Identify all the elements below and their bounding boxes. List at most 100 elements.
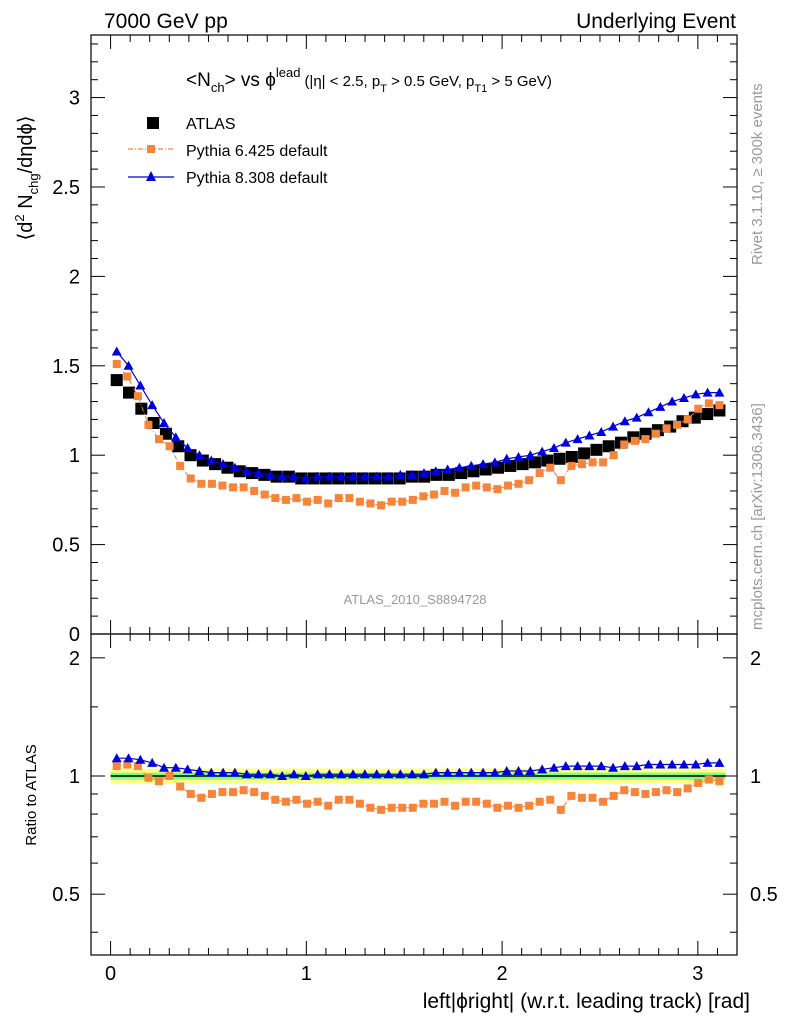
pythia6-data-point bbox=[345, 494, 354, 503]
ratio-pythia6-point bbox=[525, 801, 534, 810]
legend-label-pythia8: Pythia 8.308 default bbox=[186, 170, 328, 187]
legend: ATLAS Pythia 6.425 default Pythia 8.308 … bbox=[128, 116, 328, 187]
pythia6-data-point bbox=[461, 483, 470, 492]
ratio-pythia8-point bbox=[265, 769, 276, 779]
pythia6-data-point bbox=[366, 499, 375, 508]
pythia6-data-point bbox=[451, 488, 460, 497]
pythia6-data-point bbox=[186, 474, 195, 483]
main-y-tick-label: 0 bbox=[69, 624, 80, 646]
ratio-pythia6-point bbox=[355, 799, 364, 808]
ratio-pythia8-point bbox=[714, 757, 725, 767]
ratio-pythia8-point bbox=[501, 765, 512, 775]
pythia6-data-point bbox=[334, 494, 343, 503]
pythia8-data-point bbox=[336, 471, 347, 481]
pythia8-data-point bbox=[714, 387, 725, 397]
pythia8-data-point bbox=[619, 416, 630, 426]
header-left-label: 7000 GeV pp bbox=[104, 10, 228, 33]
pythia6-data-point bbox=[630, 436, 639, 445]
pythia8-data-point bbox=[312, 471, 323, 481]
ratio-pythia8-point bbox=[478, 767, 489, 777]
legend-marker-pythia6 bbox=[147, 145, 155, 153]
pythia6-data-point bbox=[176, 461, 185, 470]
ratio-pythia6-point bbox=[281, 797, 290, 806]
ratio-pythia6-point bbox=[398, 803, 407, 812]
pythia8-data-point bbox=[513, 451, 524, 461]
pythia6-data-point bbox=[281, 495, 290, 504]
ratio-y-tick-label-right: 2 bbox=[750, 648, 761, 670]
main-panel: 0 0.5 1 1.5 2 2.5 3 bbox=[52, 34, 738, 646]
pythia8-data-point bbox=[489, 457, 500, 467]
analysis-watermark: ATLAS_2010_S8894728 bbox=[344, 592, 487, 607]
legend-label-atlas: ATLAS bbox=[186, 116, 236, 133]
pythia6-data-point bbox=[704, 399, 713, 408]
pythia8-data-point bbox=[548, 443, 559, 453]
pythia6-data-point bbox=[260, 490, 269, 499]
ratio-pythia8-point bbox=[348, 769, 359, 779]
ratio-pythia8-point bbox=[253, 769, 264, 779]
ratio-pythia8-point bbox=[383, 769, 394, 779]
ratio-pythia8-point bbox=[418, 769, 429, 779]
ratio-y-tick-label: 1 bbox=[69, 766, 80, 788]
ratio-pythia6-point bbox=[260, 791, 269, 800]
ratio-pythia6-point bbox=[440, 797, 449, 806]
atlas-data-point bbox=[701, 408, 714, 421]
pythia6-data-point bbox=[165, 442, 174, 451]
ratio-pythia6-point bbox=[377, 805, 386, 814]
pythia6-data-point bbox=[133, 392, 142, 401]
pythia6-data-point bbox=[239, 483, 248, 492]
pythia6-data-point bbox=[493, 485, 502, 494]
pythia6-data-point bbox=[641, 435, 650, 444]
ratio-pythia6-point bbox=[673, 788, 682, 797]
main-title: <Nch> vs ϕlead(|η| < 2.5, pT > 0.5 GeV, … bbox=[186, 65, 552, 95]
ratio-band-layer bbox=[110, 768, 726, 784]
ratio-pythia8-point bbox=[454, 767, 465, 777]
pythia8-data-point bbox=[324, 471, 335, 481]
ratio-pythia8-point bbox=[206, 767, 217, 777]
ratio-pythia8-point bbox=[525, 765, 536, 775]
pythia8-data-point bbox=[300, 473, 311, 483]
ratio-pythia8-point bbox=[690, 759, 701, 769]
ratio-pythia6-point bbox=[334, 795, 343, 804]
pythia6-data-point bbox=[567, 461, 576, 470]
pythia8-data-point bbox=[690, 389, 701, 399]
ratio-pythia8-point bbox=[442, 767, 453, 777]
pythia6-data-point bbox=[155, 435, 164, 444]
ratio-y-tick-label-right: 1 bbox=[750, 766, 761, 788]
ratio-pythia8-point bbox=[229, 767, 240, 777]
atlas-data-point bbox=[516, 458, 529, 471]
pythia8-data-point bbox=[170, 432, 181, 442]
pythia8-data-point bbox=[383, 471, 394, 481]
ratio-pythia6-point bbox=[419, 799, 428, 808]
pythia8-data-point bbox=[430, 466, 441, 476]
pythia8-data-point bbox=[454, 462, 465, 472]
atlas-data-point bbox=[172, 440, 185, 453]
ratio-pythia8-point bbox=[241, 769, 252, 779]
ratio-pythia6-point bbox=[704, 775, 713, 784]
ratio-pythia6-point bbox=[133, 762, 142, 771]
ratio-pythia8-point bbox=[466, 767, 477, 777]
ratio-pythia6-point bbox=[250, 788, 259, 797]
pythia6-data-point bbox=[197, 479, 206, 488]
ratio-pythia8-point bbox=[489, 767, 500, 777]
pythia6-data-point bbox=[250, 486, 259, 495]
ratio-pythia8-point bbox=[158, 762, 169, 772]
atlas-data-point bbox=[590, 443, 603, 456]
ratio-pythia8-point bbox=[288, 769, 299, 779]
pythia8-data-point bbox=[667, 396, 678, 406]
pythia6-data-point bbox=[271, 494, 280, 503]
ratio-pythia6-point bbox=[546, 795, 555, 804]
ratio-pythia6-point bbox=[651, 788, 660, 797]
pythia8-data-point bbox=[158, 418, 169, 428]
pythia6-data-point bbox=[715, 401, 724, 410]
pythia6-data-point bbox=[355, 497, 364, 506]
pythia8-line bbox=[116, 351, 720, 480]
pythia6-data-point bbox=[324, 499, 333, 508]
ratio-pythia6-point bbox=[514, 803, 523, 812]
main-y-tick-label: 3 bbox=[69, 88, 80, 110]
legend-marker-pythia8 bbox=[146, 171, 156, 181]
ratio-pythia8-point bbox=[560, 761, 571, 771]
ratio-pythia8-point bbox=[371, 769, 382, 779]
pythia8-data-point bbox=[135, 380, 146, 390]
ratio-pythia8-point bbox=[300, 771, 311, 781]
